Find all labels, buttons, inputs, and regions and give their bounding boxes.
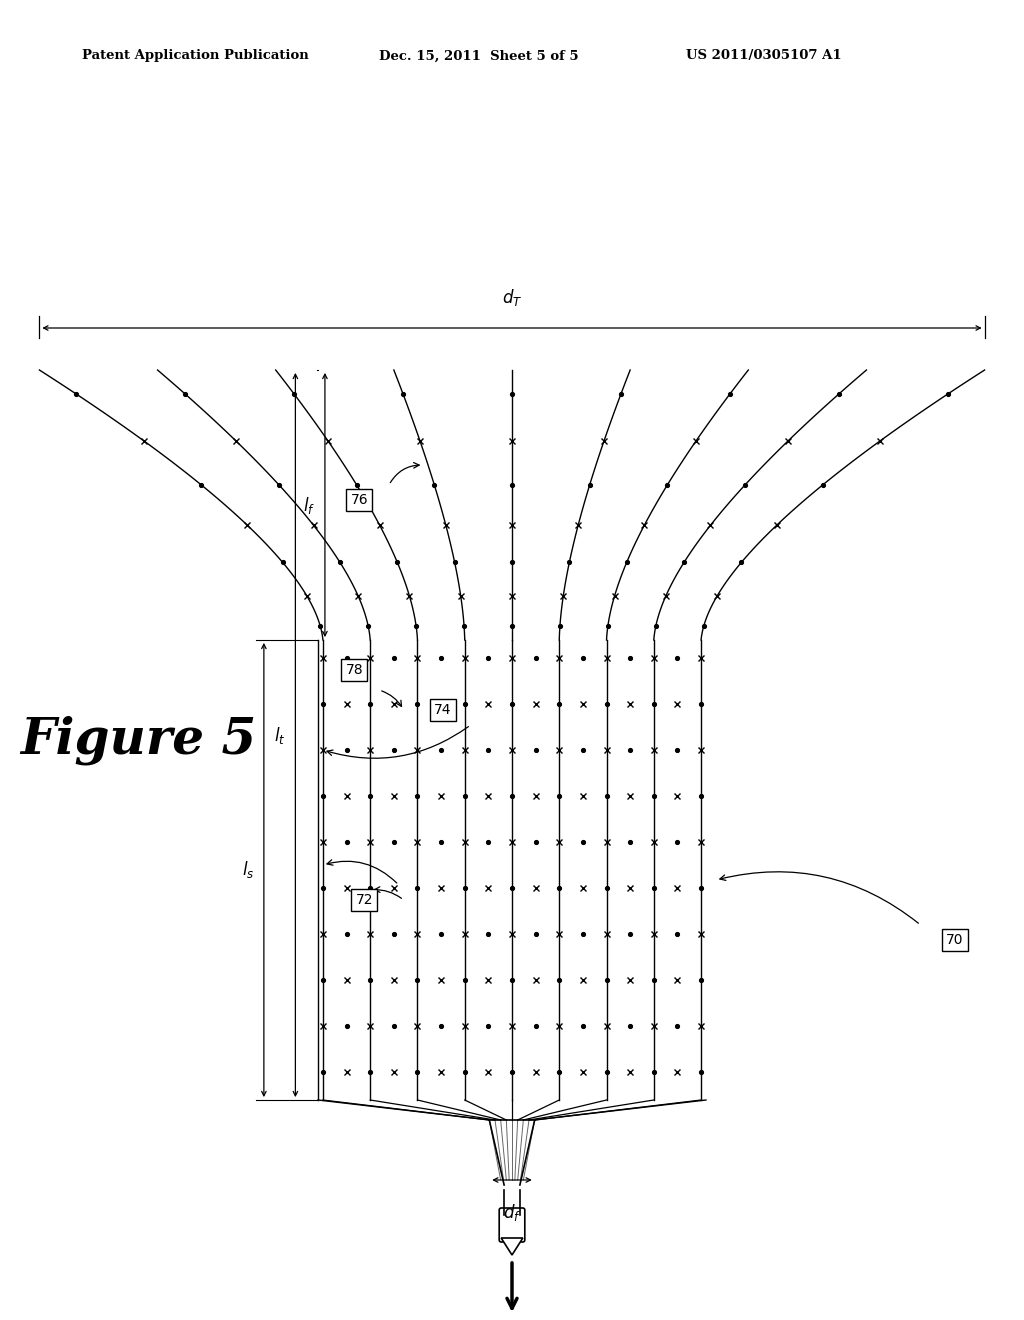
Text: $d_f$: $d_f$: [503, 1203, 521, 1224]
Text: Dec. 15, 2011  Sheet 5 of 5: Dec. 15, 2011 Sheet 5 of 5: [379, 49, 579, 62]
Polygon shape: [501, 1238, 523, 1255]
Text: 78: 78: [346, 663, 364, 677]
Text: 76: 76: [350, 492, 369, 507]
Text: $d_T$: $d_T$: [502, 286, 522, 308]
Text: 70: 70: [946, 933, 964, 946]
Text: Patent Application Publication: Patent Application Publication: [82, 49, 308, 62]
Text: 74: 74: [434, 704, 452, 717]
Text: $l_f$: $l_f$: [303, 495, 315, 516]
Text: Figure 5: Figure 5: [19, 715, 256, 764]
Text: 72: 72: [355, 894, 373, 907]
Text: $l_t$: $l_t$: [274, 725, 286, 746]
Text: US 2011/0305107 A1: US 2011/0305107 A1: [686, 49, 842, 62]
Text: $l_s$: $l_s$: [242, 859, 254, 880]
FancyBboxPatch shape: [500, 1208, 524, 1242]
